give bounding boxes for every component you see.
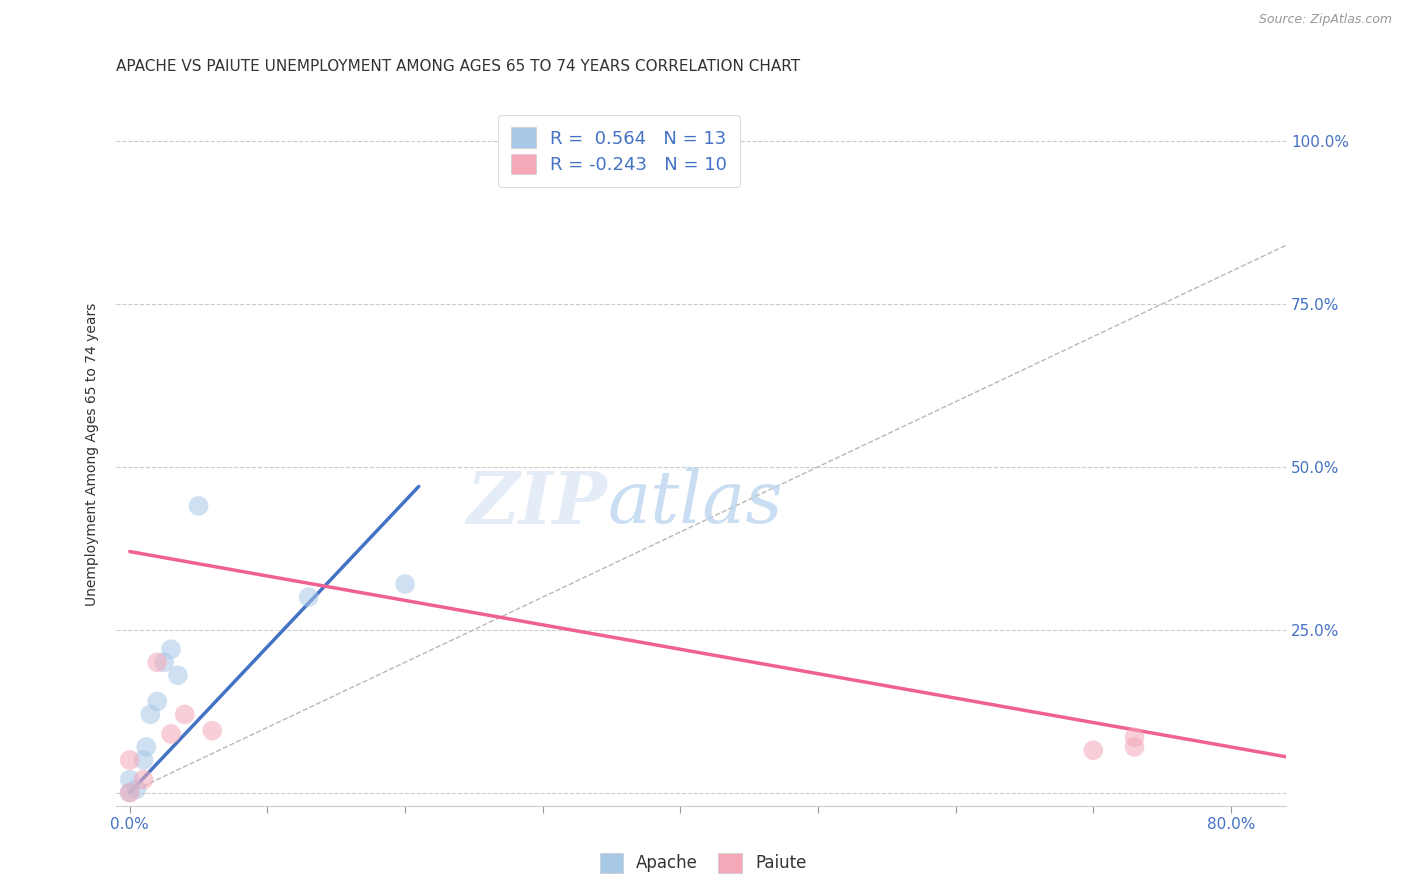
Point: [118, 753, 141, 767]
Point: [298, 590, 321, 604]
Legend: R =  0.564   N = 13, R = -0.243   N = 10: R = 0.564 N = 13, R = -0.243 N = 10: [498, 114, 740, 187]
Text: APACHE VS PAIUTE UNEMPLOYMENT AMONG AGES 65 TO 74 YEARS CORRELATION CHART: APACHE VS PAIUTE UNEMPLOYMENT AMONG AGES…: [115, 59, 800, 74]
Point: [146, 655, 169, 669]
Point: [201, 723, 224, 738]
Point: [118, 786, 141, 800]
Point: [394, 577, 416, 591]
Point: [125, 782, 148, 797]
Point: [139, 707, 162, 722]
Text: atlas: atlas: [607, 467, 783, 539]
Point: [1123, 739, 1146, 754]
Point: [160, 642, 183, 657]
Point: [173, 707, 195, 722]
Text: ZIP: ZIP: [467, 467, 607, 539]
Point: [1123, 730, 1146, 744]
Point: [146, 694, 169, 708]
Point: [153, 655, 176, 669]
Point: [132, 753, 155, 767]
Point: [135, 739, 157, 754]
Point: [167, 668, 190, 682]
Point: [118, 786, 141, 800]
Point: [132, 772, 155, 787]
Point: [187, 499, 209, 513]
Text: Source: ZipAtlas.com: Source: ZipAtlas.com: [1258, 13, 1392, 27]
Point: [1083, 743, 1105, 757]
Point: [118, 772, 141, 787]
Legend: Apache, Paiute: Apache, Paiute: [593, 847, 813, 880]
Point: [160, 727, 183, 741]
Y-axis label: Unemployment Among Ages 65 to 74 years: Unemployment Among Ages 65 to 74 years: [86, 302, 100, 606]
